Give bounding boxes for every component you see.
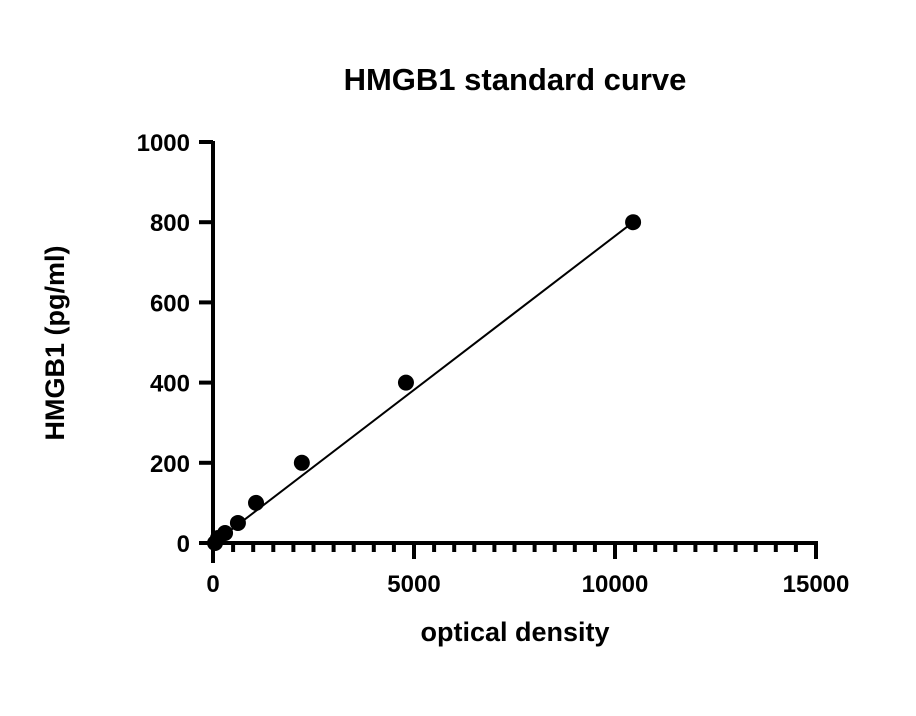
data-point: [397, 374, 414, 391]
y-tick-label: 200: [150, 451, 190, 478]
x-tick-label: 0: [206, 571, 219, 598]
data-point: [248, 494, 265, 511]
data-point: [625, 214, 642, 231]
y-axis: 0 200 400 600 800 1000: [137, 130, 215, 563]
regression-line: [214, 221, 634, 543]
y-axis-label: HMGB1 (pg/ml): [40, 246, 70, 441]
data-points: [207, 214, 642, 551]
x-axis-label: optical density: [420, 617, 609, 647]
x-axis: 0 5000 10000 15000: [206, 541, 850, 598]
data-point: [293, 454, 310, 471]
y-tick-label: 600: [150, 290, 190, 317]
y-tick-label: 1000: [137, 130, 190, 157]
data-point: [217, 524, 234, 541]
x-tick-label: 5000: [387, 571, 440, 598]
chart-title: HMGB1 standard curve: [344, 62, 687, 97]
y-tick-label: 0: [177, 531, 190, 558]
y-tick-label: 800: [150, 210, 190, 237]
y-tick-label: 400: [150, 371, 190, 398]
data-point: [229, 514, 246, 531]
x-tick-label: 10000: [582, 571, 649, 598]
x-tick-label: 15000: [783, 571, 850, 598]
